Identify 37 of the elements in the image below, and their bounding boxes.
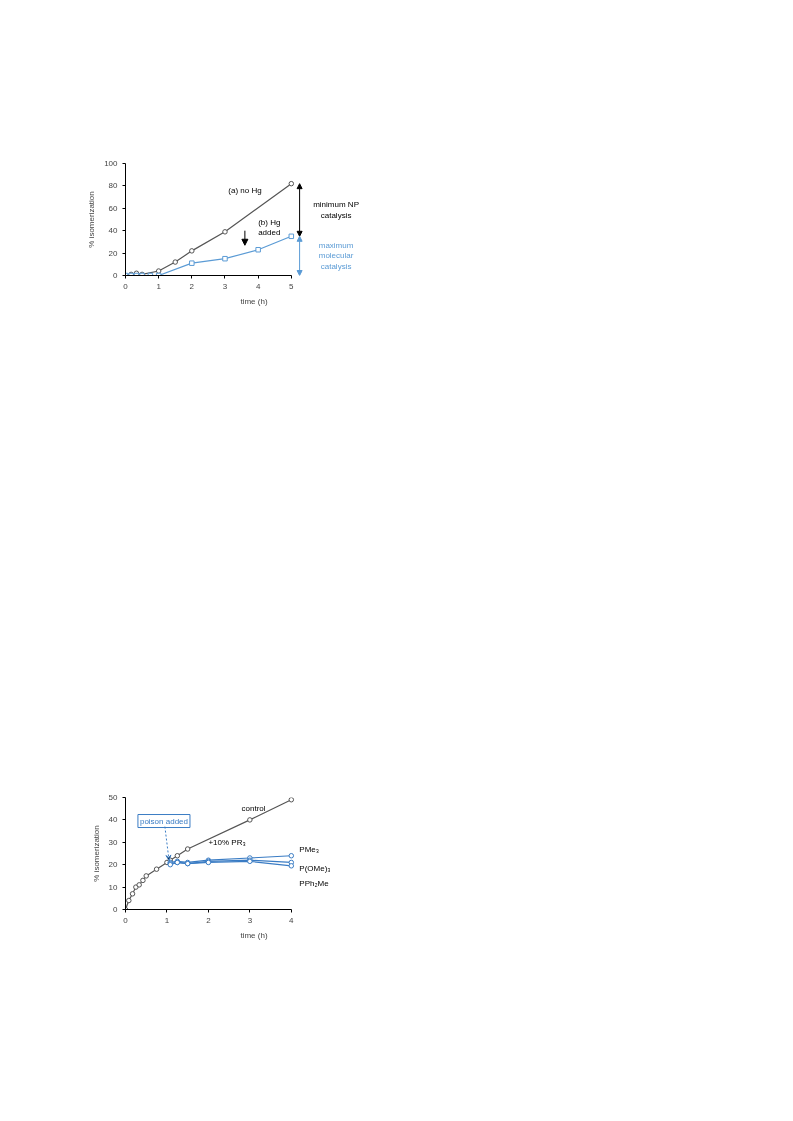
- y-tick-label: 10: [108, 882, 119, 892]
- x-tick-label: 2: [206, 915, 212, 925]
- y-axis-title: % isomerization: [87, 191, 97, 248]
- y-tick-label: 40: [108, 226, 119, 236]
- y-tick-label: 60: [108, 203, 119, 213]
- y-tick-label: 20: [108, 248, 119, 258]
- y-axis-title: % isomerization: [91, 825, 101, 882]
- x-tick-label: 2: [189, 281, 195, 291]
- text: maximum molecular catalysis: [318, 240, 354, 272]
- series-label: (a) no Hg: [228, 185, 262, 195]
- series-label: PPh₂Me: [299, 879, 330, 889]
- y-tick-label: 0: [113, 905, 119, 914]
- x-tick-label: 4: [289, 915, 295, 925]
- y-tick-label: 80: [108, 181, 119, 191]
- series-label: P(OMe)₃: [299, 863, 331, 873]
- text: minimum NP catalysis: [313, 200, 359, 220]
- y-tick-label: 100: [104, 159, 119, 168]
- y-tick-label: 20: [108, 860, 119, 870]
- x-tick-label: 0: [123, 915, 129, 925]
- series-label: PMe₃: [299, 845, 320, 855]
- x-tick-label: 5: [289, 281, 295, 291]
- x-tick-label: 4: [255, 281, 261, 291]
- x-tick-label: 3: [222, 281, 228, 291]
- y-tick-label: 30: [108, 837, 119, 847]
- y-tick-label: 50: [108, 793, 119, 802]
- x-axis-title: time (h): [240, 930, 268, 940]
- annotation: +10% PR₃: [208, 837, 246, 847]
- x-axis-title: time (h): [240, 296, 268, 306]
- x-tick-label: 1: [156, 281, 162, 291]
- series-label: (b) Hg added: [258, 217, 281, 238]
- annotation: poison added: [139, 816, 188, 826]
- x-tick-label: 1: [164, 915, 170, 925]
- x-tick-label: 3: [247, 915, 253, 925]
- y-tick-label: 0: [113, 271, 119, 280]
- x-tick-label: 0: [123, 281, 129, 291]
- series-label: control: [241, 804, 266, 814]
- y-tick-label: 40: [108, 815, 119, 825]
